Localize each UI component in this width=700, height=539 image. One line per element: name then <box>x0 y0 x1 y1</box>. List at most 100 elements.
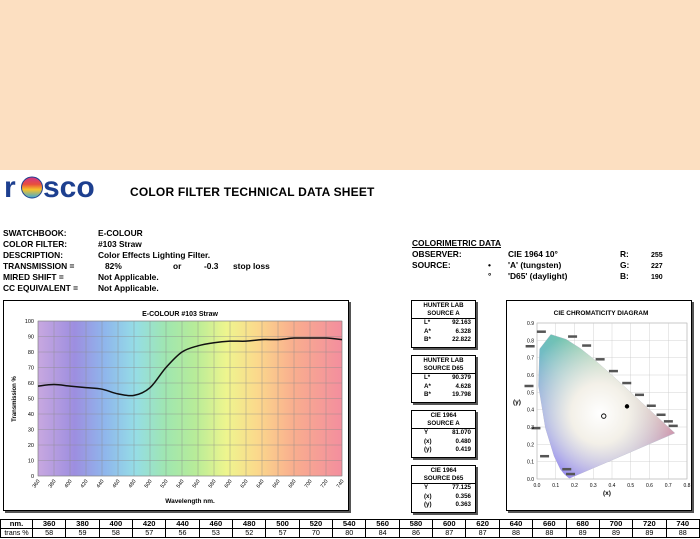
source-d65-point <box>601 413 607 419</box>
hunter-d65-a-label: A* <box>424 382 431 390</box>
svg-text:sco: sco <box>43 172 95 202</box>
hunter-d65-b-value: 19.798 <box>452 391 471 399</box>
wavelength-marker <box>646 404 656 408</box>
cie-x-tick: 0.0 <box>534 483 541 489</box>
transmission-cell: 80 <box>332 528 367 538</box>
cie-a-title: CIE 1964 <box>430 412 457 419</box>
cie-y-tick: 0.5 <box>527 390 534 396</box>
hunter-a-b-value: 22.822 <box>452 336 471 344</box>
wavelength-marker <box>536 330 546 333</box>
transmission-x-tick: 360 <box>32 479 42 490</box>
cie-y-tick: 0.4 <box>527 408 534 414</box>
transmission-x-tick: 400 <box>64 479 74 490</box>
description-value: Color Effects Lighting Filter. <box>98 250 211 260</box>
cie-y-tick: 0.2 <box>527 442 534 448</box>
transmission-x-tick: 480 <box>128 479 138 490</box>
cie-a-y-label: Y <box>424 429 429 437</box>
cie-x-axis-title: (x) <box>603 490 611 497</box>
transmission-x-tick: 680 <box>288 479 298 490</box>
hunter-d65-b-label: B* <box>424 391 431 399</box>
cie-a-source: SOURCE A <box>427 419 460 427</box>
transmission-cell: 89 <box>632 528 667 538</box>
transmission-cell: 87 <box>465 528 500 538</box>
source-d65-value: 'D65' (daylight) <box>508 271 568 281</box>
spectral-locus-white-center <box>538 334 675 479</box>
wavelength-marker <box>524 384 534 388</box>
color-filter-label: COLOR FILTER: <box>3 239 68 249</box>
r-label: R: <box>620 249 629 259</box>
transmission-cell: 57 <box>132 528 167 538</box>
transmission-x-tick: 520 <box>160 479 170 490</box>
swatchbook-value: E-COLOUR <box>98 228 143 238</box>
cie-x-tick: 0.3 <box>590 483 597 489</box>
hunter-a-l-label: L* <box>424 319 431 327</box>
transmission-y-tick: 70 <box>28 366 34 372</box>
cie-y-tick: 0.7 <box>527 356 534 362</box>
transmission-y-tick: 10 <box>28 459 34 465</box>
cie-a-x-coord-label: (x) <box>424 437 432 445</box>
transmission-cell: 89 <box>565 528 600 538</box>
transmission-x-tick: 600 <box>224 479 234 490</box>
wavelength-marker <box>568 335 578 338</box>
wavelength-marker <box>608 369 618 373</box>
transmission-cell: 89 <box>598 528 634 538</box>
colorimetric-data: COLORIMETRIC DATA OBSERVER: CIE 1964 10°… <box>412 238 692 286</box>
transmission-cell: 52 <box>232 528 267 538</box>
transmission-cell: 53 <box>198 528 234 538</box>
transmission-y-tick: 60 <box>28 381 34 387</box>
wavelength-marker <box>531 426 541 430</box>
transmission-x-tick: 500 <box>144 479 154 490</box>
transmission-y-tick: 100 <box>25 319 34 325</box>
cc-equivalent-label: CC EQUIVALENT = <box>3 283 78 293</box>
hunter-lab-d65-source: SOURCE D65 <box>423 364 464 372</box>
hunter-lab-d65-box: HUNTER LAB SOURCE D65 L* 90.379 A* 4.628 B*… <box>411 355 476 403</box>
transmission-x-tick: 740 <box>336 479 346 490</box>
description-label: DESCRIPTION: <box>3 250 64 260</box>
source-d65-marker: ° <box>488 271 492 281</box>
transmission-x-tick: 540 <box>176 479 186 490</box>
cie-d65-x-coord-value: 0.356 <box>455 492 471 500</box>
hunter-a-a-value: 6.328 <box>455 327 471 335</box>
cie-d65-y-coord-value: 0.363 <box>455 501 471 509</box>
g-value: 227 <box>651 263 663 270</box>
transmission-x-tick: 440 <box>96 479 106 490</box>
source-a-point <box>624 404 630 409</box>
transmission-cell: 56 <box>165 528 200 538</box>
hunter-a-a-label: A* <box>424 327 431 335</box>
transmission-x-tick: 660 <box>272 479 282 490</box>
cie-d65-box: CIE 1964 SOURCE D65 Y 77.125 (x) 0.356 (y) 0… <box>411 465 476 513</box>
transmission-cell: 58 <box>31 528 67 538</box>
rosco-logo: r sco <box>4 171 122 204</box>
transmission-y-tick: 50 <box>28 397 34 403</box>
transmission-y-axis-title: Transmission % <box>12 375 18 421</box>
transmission-x-tick: 580 <box>208 479 218 490</box>
transmission-chart-panel: E-COLOUR #103 Straw 0 10 20 30 40 50 60 70 80 90 1… <box>3 300 349 511</box>
wavelength-marker <box>562 467 572 471</box>
transmission-x-axis-title: Wavelength nm. <box>165 498 215 505</box>
cie-a-y-coord-label: (y) <box>424 446 432 454</box>
wavelength-marker <box>566 472 575 476</box>
wavelength-marker <box>595 358 605 361</box>
hunter-d65-l-value: 90.379 <box>452 374 471 382</box>
color-swatch <box>0 0 700 170</box>
b-label: B: <box>620 271 629 281</box>
transmission-y-tick: 20 <box>28 443 34 449</box>
svg-text:r: r <box>4 172 16 202</box>
cie-diagram-title: CIE CHROMATICITY DIAGRAM <box>554 310 649 317</box>
mired-shift-value: Not Applicable. <box>98 272 159 282</box>
cie-d65-source: SOURCE D65 <box>423 474 464 482</box>
r-value: 255 <box>651 252 663 259</box>
source-a-value: 'A' (tungsten) <box>508 260 562 270</box>
mired-shift-label: MIRED SHIFT = <box>3 272 64 282</box>
cie-a-y-value: 81.070 <box>452 429 471 437</box>
transmission-row-label: trans % <box>0 528 33 538</box>
transmission-cell: 59 <box>65 528 100 538</box>
cie-y-tick: 0.8 <box>527 338 534 344</box>
transmission-curve <box>37 337 343 397</box>
transmission-x-tick: 720 <box>320 479 330 490</box>
transmission-y-tick: 30 <box>28 428 34 434</box>
transmission-x-tick: 700 <box>304 479 314 490</box>
cie-x-tick: 0.7 <box>665 483 672 489</box>
cie-x-tick: 0.2 <box>571 483 578 489</box>
transmission-chart-title: E-COLOUR #103 Straw <box>142 311 218 318</box>
